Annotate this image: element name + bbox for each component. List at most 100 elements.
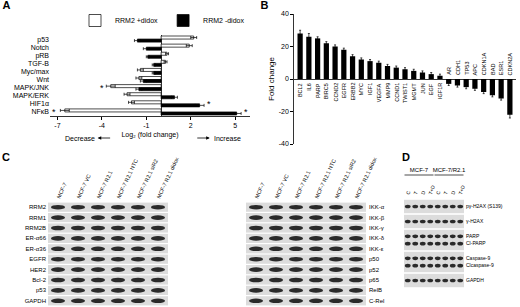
svg-text:CDKN2A: CDKN2A	[507, 53, 513, 76]
svg-text:IKK-δ: IKK-δ	[369, 235, 385, 241]
svg-text:HIF1α: HIF1α	[30, 100, 49, 107]
svg-text:ER-α36: ER-α36	[26, 246, 47, 252]
svg-text:Log₂ (fold change): Log₂ (fold change)	[121, 131, 178, 139]
svg-text:40: 40	[281, 10, 289, 17]
svg-text:AR: AR	[446, 67, 452, 75]
svg-text:TWIST1: TWIST1	[402, 83, 408, 103]
svg-text:JUN: JUN	[420, 83, 426, 94]
svg-text:MCF-7 R2.1 siR2: MCF-7 R2.1 siR2	[333, 158, 356, 199]
svg-text:NFκB: NFκB	[32, 108, 50, 115]
svg-text:MCF-7: MCF-7	[55, 182, 68, 200]
svg-text:-40: -40	[279, 140, 289, 147]
svg-text:BCL2: BCL2	[297, 83, 303, 97]
svg-text:p53: p53	[37, 36, 49, 44]
svg-text:*: *	[100, 83, 104, 93]
svg-text:D: D	[402, 151, 410, 163]
svg-text:C: C	[2, 151, 10, 163]
svg-text:VEGFA: VEGFA	[376, 84, 382, 103]
svg-text:CCND2: CCND2	[333, 83, 339, 102]
svg-text:Decrease: Decrease	[65, 135, 95, 142]
svg-text:Myc/max: Myc/max	[21, 68, 50, 76]
svg-text:pγ-H2AX (S139): pγ-H2AX (S139)	[466, 203, 503, 209]
svg-text:C-Rel: C-Rel	[369, 298, 384, 304]
svg-text:C: C	[435, 190, 442, 196]
svg-text:RRM2 +didox: RRM2 +didox	[115, 17, 158, 24]
svg-text:Fold change: Fold change	[267, 56, 276, 101]
svg-text:MAPK/ERK: MAPK/ERK	[13, 92, 50, 99]
svg-text:HER2: HER2	[30, 267, 47, 273]
svg-text:RelB: RelB	[369, 287, 382, 293]
svg-text:Cl-PARP: Cl-PARP	[466, 240, 486, 246]
svg-text:MGMT: MGMT	[411, 83, 417, 100]
svg-text:MCF-7 R2.1 NTC: MCF-7 R2.1 NTC	[313, 158, 337, 199]
svg-text:MYC: MYC	[358, 83, 364, 95]
svg-text:-4: -4	[99, 122, 105, 129]
svg-text:Increase: Increase	[214, 135, 241, 142]
svg-text:MAPK/JNK: MAPK/JNK	[14, 84, 49, 91]
svg-text:MCF-7 R2.1 didox: MCF-7 R2.1 didox	[353, 156, 377, 199]
svg-text:MCF-7 R2.1 didox: MCF-7 R2.1 didox	[155, 156, 179, 199]
svg-text:pRB: pRB	[35, 52, 49, 60]
svg-text:CCND1: CCND1	[394, 83, 400, 102]
svg-text:ERBB2: ERBB2	[350, 83, 356, 101]
svg-text:p53: p53	[36, 287, 47, 293]
svg-text:MCF-7 R2.1 siR2: MCF-7 R2.1 siR2	[135, 158, 158, 199]
svg-text:MCF-7: MCF-7	[253, 182, 266, 200]
svg-text:IGF1: IGF1	[367, 83, 373, 95]
svg-text:ER-α66: ER-α66	[26, 235, 47, 241]
svg-text:IKK-β: IKK-β	[369, 215, 385, 221]
svg-text:p65: p65	[369, 277, 380, 283]
svg-text:EGF: EGF	[428, 83, 434, 95]
svg-text:*: *	[207, 99, 211, 109]
svg-text:Notch: Notch	[31, 44, 49, 51]
svg-text:APC: APC	[472, 64, 478, 75]
svg-text:B: B	[261, 0, 269, 11]
svg-text:MCF-7 VC: MCF-7 VC	[273, 173, 289, 199]
svg-text:A: A	[3, 0, 11, 11]
svg-text:GAPDH: GAPDH	[466, 277, 484, 283]
svg-text:5: 5	[233, 122, 237, 129]
svg-text:IL6: IL6	[306, 83, 312, 91]
svg-text:*: *	[244, 107, 248, 117]
svg-text:MCF-7: MCF-7	[410, 167, 429, 173]
svg-text:BIRC5: BIRC5	[323, 83, 329, 99]
svg-text:RRM1: RRM1	[29, 215, 47, 221]
svg-text:C: C	[405, 190, 412, 196]
svg-text:γ-H2AX: γ-H2AX	[466, 218, 484, 224]
svg-text:MCF-7/R2.1: MCF-7/R2.1	[433, 167, 466, 173]
svg-text:TGF-B: TGF-B	[28, 60, 49, 67]
svg-text:IKK-α: IKK-α	[369, 204, 385, 210]
svg-text:MCF-7 VC: MCF-7 VC	[75, 173, 91, 199]
svg-text:Wnt: Wnt	[37, 76, 50, 83]
svg-text:CDH1: CDH1	[455, 60, 461, 75]
svg-text:p50: p50	[369, 256, 380, 262]
svg-text:T+D: T+D	[457, 184, 466, 195]
svg-text:D: D	[450, 190, 457, 196]
svg-text:20: 20	[281, 43, 289, 50]
svg-text:EGFR: EGFR	[341, 83, 347, 98]
svg-text:Clcaspase-9: Clcaspase-9	[466, 262, 494, 268]
svg-text:BAD: BAD	[490, 64, 496, 75]
svg-text:RRM2: RRM2	[29, 204, 47, 210]
svg-text:p52: p52	[369, 267, 380, 273]
svg-text:IGF1R: IGF1R	[437, 83, 443, 99]
svg-text:MCF-7 R2.1: MCF-7 R2.1	[293, 170, 311, 200]
svg-text:MMP9: MMP9	[385, 83, 391, 99]
svg-text:PARP: PARP	[466, 233, 480, 239]
svg-text:TP53: TP53	[464, 62, 470, 75]
svg-text:IKK-γ: IKK-γ	[369, 225, 384, 231]
svg-text:2: 2	[189, 122, 193, 129]
svg-text:Caspase-9: Caspase-9	[466, 255, 490, 261]
svg-text:*: *	[52, 107, 56, 117]
svg-text:IKK-ε: IKK-ε	[369, 246, 384, 252]
svg-text:MCF-7 R2.1 NTC: MCF-7 R2.1 NTC	[115, 158, 139, 199]
svg-text:-1: -1	[143, 122, 149, 129]
svg-text:EGFR: EGFR	[29, 256, 46, 262]
svg-text:CDKN1A: CDKN1A	[481, 53, 487, 76]
svg-text:D: D	[420, 190, 427, 196]
svg-text:T: T	[412, 190, 419, 195]
svg-text:-7: -7	[54, 122, 60, 129]
svg-text:ESR1: ESR1	[498, 61, 504, 75]
svg-text:-20: -20	[279, 108, 289, 115]
svg-text:T: T	[442, 190, 449, 195]
